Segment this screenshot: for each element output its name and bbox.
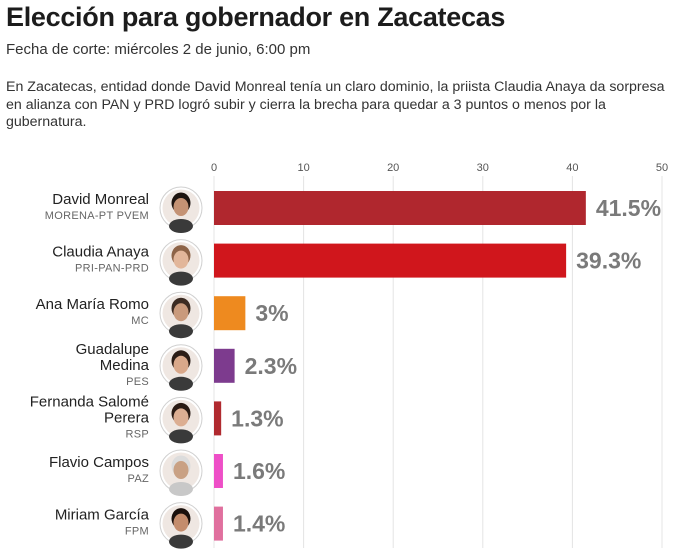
face-icon [173,461,189,479]
face-icon [173,355,189,374]
face-icon [173,408,189,427]
candidate-party: MC [131,315,149,327]
value-label: 2.3% [245,353,297,379]
bar [214,191,586,225]
candidate-name: David Monreal [52,191,149,208]
value-label: 41.5% [596,195,661,221]
candidate-party: PAZ [128,473,149,485]
value-label: 1.3% [231,405,283,431]
value-label: 1.4% [233,511,285,537]
bar [214,506,223,541]
candidate-party: RSP [125,428,149,440]
shoulders-icon [169,271,193,286]
candidate-name: Ana María Romo [36,296,149,313]
candidate-name: Guadalupe [76,341,149,358]
cutoff-date: Fecha de corte: miércoles 2 de junio, 6:… [6,41,311,58]
shoulders-icon [169,534,193,549]
bar [214,454,223,488]
candidate-party: PES [126,376,149,388]
x-tick-label: 40 [566,162,578,174]
shoulders-icon [169,219,193,233]
candidate-name: Claudia Anaya [52,244,149,261]
bar [214,348,235,383]
x-tick-label: 30 [477,162,489,174]
shoulders-icon [169,482,193,496]
candidate-name: Miriam García [55,507,150,524]
face-icon [173,198,189,216]
value-label: 39.3% [576,248,641,274]
x-tick-label: 10 [297,162,309,174]
x-tick-label: 50 [656,162,668,174]
page-title: Elección para gobernador en Zacatecas [6,2,506,32]
shoulders-icon [169,429,193,444]
bar [214,401,222,436]
candidate-name: Perera [104,409,150,426]
shoulders-icon [169,376,193,391]
value-label: 3% [255,300,288,326]
candidate-party: FPM [125,526,149,538]
x-tick-label: 0 [211,162,217,174]
x-tick-label: 20 [387,162,399,174]
candidate-party: PRI-PAN-PRD [75,263,149,275]
candidate-name: Medina [100,357,150,374]
face-icon [173,513,189,532]
bar [214,296,246,331]
candidate-party: MORENA-PT PVEM [45,210,149,222]
shoulders-icon [169,324,193,339]
candidate-name: Fernanda Salomé [30,393,149,410]
face-icon [173,303,189,322]
value-label: 1.6% [233,458,285,484]
chart-description: En Zacatecas, entidad donde David Monrea… [6,79,665,130]
face-icon [173,250,189,269]
bar [214,243,567,278]
candidate-name: Flavio Campos [49,454,149,471]
